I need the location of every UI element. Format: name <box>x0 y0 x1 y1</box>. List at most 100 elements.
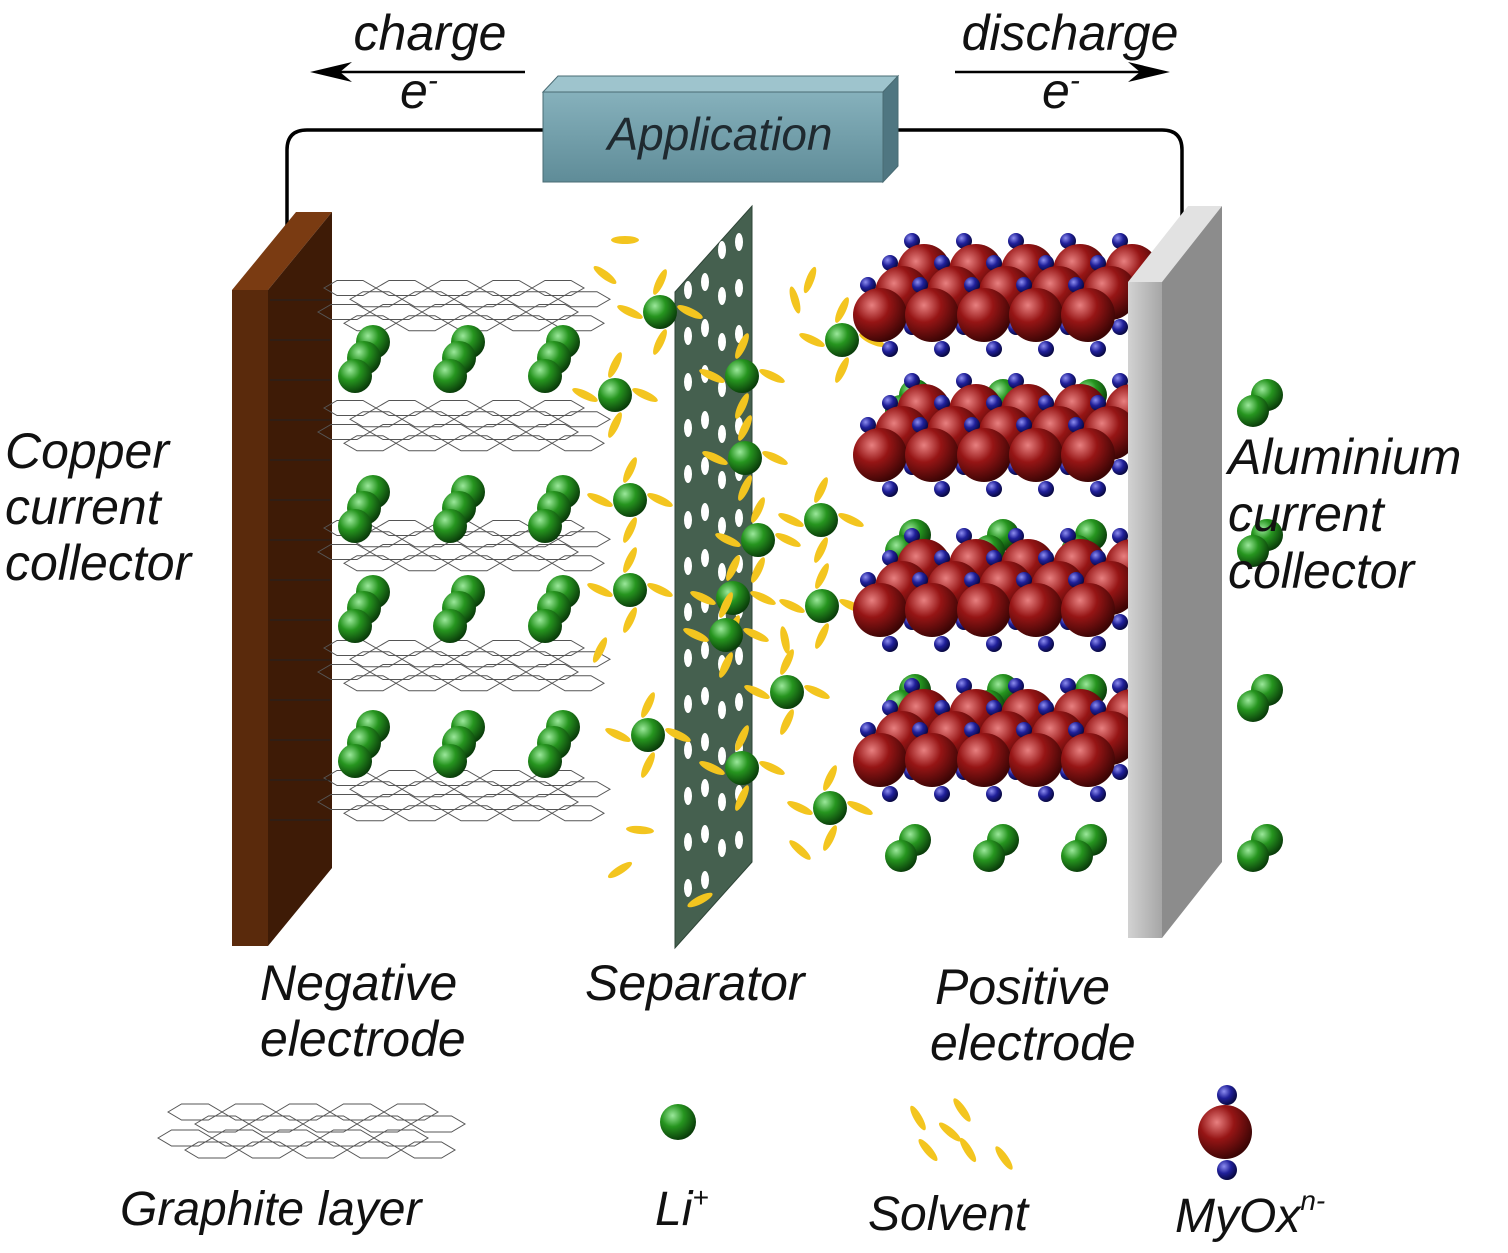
oxygen-atom <box>986 255 1002 271</box>
oxygen-atom <box>1060 678 1076 694</box>
separator-pore <box>684 649 692 667</box>
separator-pore <box>684 603 692 621</box>
separator-pore <box>718 241 726 259</box>
solvent-molecule <box>608 412 622 438</box>
discharge-label: discharge <box>962 5 1179 61</box>
oxygen-atom <box>1112 373 1128 389</box>
oxygen-atom <box>934 255 950 271</box>
graphite-hexagon <box>530 280 586 296</box>
separator-pore <box>718 701 726 719</box>
graphite-hexagon <box>556 781 612 798</box>
separator-pore <box>701 273 709 291</box>
solvent-molecule <box>738 415 752 441</box>
graphite-hexagon <box>530 400 586 416</box>
lithium-ion <box>433 509 467 543</box>
lithium-ion <box>804 503 838 537</box>
solvent-molecule <box>641 752 655 778</box>
oxygen-atom <box>1090 395 1106 411</box>
solvent-molecule <box>623 517 637 543</box>
oxygen-atom <box>1060 373 1076 389</box>
oxygen-atom <box>956 233 972 249</box>
graphite-hexagon <box>167 1103 223 1121</box>
metal-oxide-atom <box>1009 288 1063 342</box>
oxygen-atom <box>1060 528 1076 544</box>
electrolyte <box>572 236 885 908</box>
metal-oxide-atom <box>853 583 907 637</box>
graphite-hexagon <box>556 411 612 428</box>
separator-pore <box>718 379 726 397</box>
separator-pore <box>701 825 709 843</box>
solvent-molecule <box>823 825 837 851</box>
separator-pore <box>701 733 709 751</box>
metal-oxide-atom <box>853 733 907 787</box>
oxygen-atom <box>956 678 972 694</box>
oxygen-atom <box>956 528 972 544</box>
graphite-hexagon <box>238 1141 294 1159</box>
positive-electrode-lattice <box>853 233 1283 872</box>
solvent-molecule <box>780 709 794 735</box>
oxygen-atom <box>986 636 1002 652</box>
graphite-hexagon <box>374 400 430 416</box>
lithium-ion <box>709 618 743 652</box>
solvent-molecule <box>744 685 770 699</box>
separator-pore <box>684 419 692 437</box>
separator-pore <box>735 233 743 251</box>
oxygen-atom <box>1008 233 1024 249</box>
oxygen-atom <box>934 481 950 497</box>
solvent-molecule <box>699 369 725 383</box>
separator-pore <box>701 319 709 337</box>
solvent-molecule <box>735 333 749 359</box>
graphite-hexagon <box>530 640 586 656</box>
intercalated-lithium <box>338 325 580 778</box>
lithium-ion <box>528 359 562 393</box>
graphite-hexagon <box>383 1103 439 1121</box>
oxygen-atom <box>1068 277 1084 293</box>
graphite-hexagon <box>446 435 502 452</box>
solvent-molecule <box>653 329 667 355</box>
graphite-hexagon <box>550 805 606 822</box>
solvent-molecule <box>799 333 825 347</box>
solvent-molecule <box>804 685 830 699</box>
metal-oxide-atom <box>957 583 1011 637</box>
graphite-hexagon <box>373 1129 429 1147</box>
lithium-ion <box>433 744 467 778</box>
oxygen-atom <box>1068 572 1084 588</box>
lithium-ion <box>973 840 1005 872</box>
graphite-hexagon <box>394 675 450 692</box>
positive-electrode-label-line1: Positive <box>935 959 1110 1015</box>
lithium-ion <box>528 509 562 543</box>
separator-pore <box>718 747 726 765</box>
solvent-molecule <box>815 563 829 589</box>
separator-pore <box>701 411 709 429</box>
oxygen-atom <box>1038 550 1054 566</box>
oxygen-atom <box>860 277 876 293</box>
solvent-molecule <box>641 692 655 718</box>
legend-solvent-icon <box>910 1098 1013 1170</box>
oxygen-atom <box>1068 722 1084 738</box>
solvent-molecule <box>959 1137 977 1163</box>
oxygen-atom <box>964 417 980 433</box>
metal-oxide-atom <box>1061 288 1115 342</box>
charge-electron-label: e- <box>400 63 438 119</box>
graphite-hexagon <box>478 640 534 656</box>
oxygen-atom <box>986 550 1002 566</box>
solvent-molecule <box>605 728 631 742</box>
oxygen-atom <box>1038 700 1054 716</box>
separator-pore <box>718 839 726 857</box>
solvent-molecule <box>587 583 613 597</box>
oxygen-atom <box>1008 678 1024 694</box>
solvent-molecule <box>780 626 790 654</box>
oxygen-atom <box>934 700 950 716</box>
metal-oxide-atom <box>905 428 959 482</box>
graphite-hexagon <box>498 675 554 692</box>
solvent-molecule <box>592 637 608 663</box>
solvent-molecule <box>953 1098 971 1122</box>
oxygen-atom <box>934 786 950 802</box>
solvent-molecule <box>623 457 637 483</box>
oxygen-atom <box>912 572 928 588</box>
separator-sheet <box>674 204 753 950</box>
lithium-ion <box>433 359 467 393</box>
oxygen-atom <box>1016 277 1032 293</box>
oxygen-atom <box>1090 481 1106 497</box>
solvent-molecule <box>789 286 801 314</box>
